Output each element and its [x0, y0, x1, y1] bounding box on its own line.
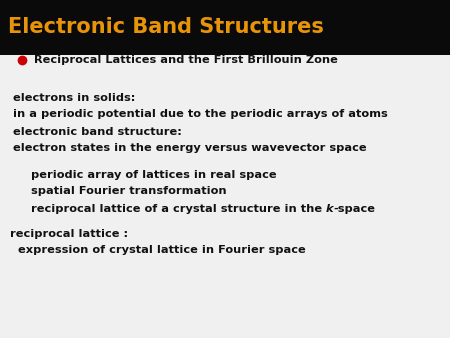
Text: Electronic Band Structures: Electronic Band Structures [8, 17, 324, 38]
Text: electrons in solids:: electrons in solids: [13, 93, 135, 103]
Text: Reciprocal Lattices and the First Brillouin Zone: Reciprocal Lattices and the First Brillo… [34, 55, 338, 65]
Text: in a periodic potential due to the periodic arrays of atoms: in a periodic potential due to the perio… [13, 109, 387, 119]
Text: -space: -space [333, 203, 375, 214]
Text: expression of crystal lattice in Fourier space: expression of crystal lattice in Fourier… [10, 245, 306, 255]
Text: reciprocal lattice :: reciprocal lattice : [10, 229, 128, 239]
Text: electron states in the energy versus wavevector space: electron states in the energy versus wav… [13, 143, 366, 153]
Text: electronic band structure:: electronic band structure: [13, 127, 181, 138]
Text: k: k [326, 203, 333, 214]
Text: spatial Fourier transformation: spatial Fourier transformation [31, 186, 226, 196]
Text: reciprocal lattice of a crystal structure in the: reciprocal lattice of a crystal structur… [31, 203, 326, 214]
FancyBboxPatch shape [0, 0, 450, 55]
Text: periodic array of lattices in real space: periodic array of lattices in real space [31, 170, 276, 180]
